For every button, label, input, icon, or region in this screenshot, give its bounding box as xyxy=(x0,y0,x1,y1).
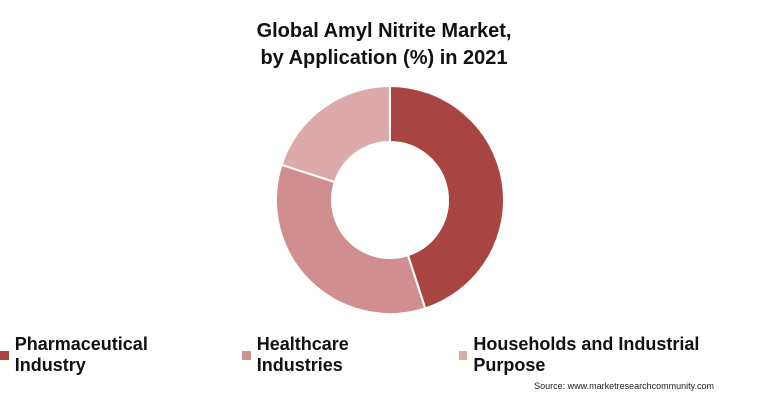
legend-label: Healthcare Industries xyxy=(256,334,349,375)
source-note: Source: www.marketresearchcommunity.com xyxy=(534,381,714,391)
chart-title-line1: Global Amyl Nitrite Market, xyxy=(256,20,512,42)
legend-item-healthcare: Healthcare Industries xyxy=(241,334,435,376)
legend-item-pharmaceutical: Pharmaceutical Industry xyxy=(0,334,218,376)
legend-label: Pharmaceutical Industry xyxy=(14,334,148,375)
legend-swatch xyxy=(241,350,251,360)
donut-slice-pharmaceutical-industry xyxy=(389,84,505,310)
chart-title-line2: by Application (%) in 2021 xyxy=(260,47,508,69)
legend-label: Households and Industrial Purpose xyxy=(473,334,700,375)
donut-slice-healthcare-industries xyxy=(275,163,427,315)
legend-swatch xyxy=(0,350,9,360)
legend-item-households: Households and Industrial Purpose xyxy=(458,334,768,376)
legend: Pharmaceutical Industry Healthcare Indus… xyxy=(0,334,768,376)
legend-swatch xyxy=(458,350,468,360)
donut-slice-households-and-industrial-purpose xyxy=(280,84,391,184)
chart-title: Global Amyl Nitrite Market, by Applicati… xyxy=(0,18,768,72)
